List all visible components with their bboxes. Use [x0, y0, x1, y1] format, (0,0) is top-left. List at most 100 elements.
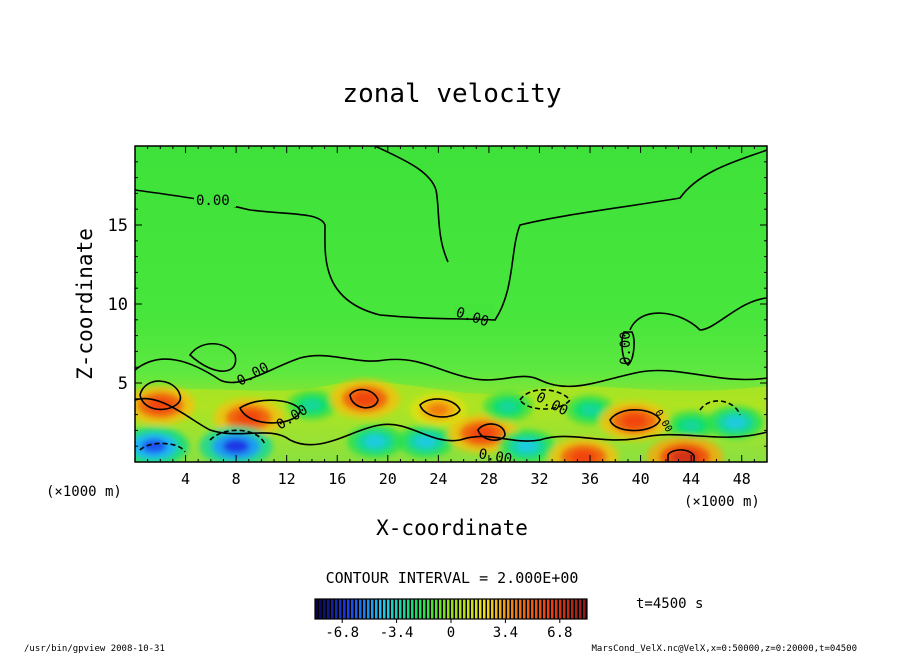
- x-tick-label: 44: [682, 470, 700, 488]
- colorbar-tick-label: 0: [447, 625, 455, 641]
- colorbar-bar: [347, 599, 350, 619]
- colorbar-tick-label: -3.4: [380, 625, 414, 641]
- colorbar-gap: [561, 599, 563, 619]
- colorbar-gap: [493, 599, 495, 619]
- colorbar-bar: [559, 599, 562, 619]
- colorbar-gap: [413, 599, 415, 619]
- contour-neg-2: [209, 429, 266, 446]
- cell-core-7: [428, 403, 449, 416]
- colorbar-bar: [315, 599, 318, 619]
- colorbar-bar: [331, 599, 334, 619]
- colorbar-bar: [475, 599, 478, 619]
- colorbar-gap: [585, 599, 587, 619]
- colorbar-bar: [391, 599, 394, 619]
- colorbar-gap: [325, 599, 327, 619]
- colorbar-gap: [569, 599, 571, 619]
- colorbar-gap: [361, 599, 363, 619]
- colorbar-bar: [371, 599, 374, 619]
- colorbar-bar: [503, 599, 506, 619]
- contour-zero-upper: [135, 149, 767, 321]
- colorbar-gap: [397, 599, 399, 619]
- colorbar-gap: [525, 599, 527, 619]
- time-label: t=4500 s: [636, 596, 703, 612]
- colorbar-bar: [547, 599, 550, 619]
- colorbar-bar: [367, 599, 370, 619]
- colorbar-gap: [473, 599, 475, 619]
- y-axis-ticks: [135, 161, 767, 447]
- colorbar-bar: [395, 599, 398, 619]
- colorbar-gap: [429, 599, 431, 619]
- colorbar-gap: [481, 599, 483, 619]
- colorbar-bar: [319, 599, 322, 619]
- colorbar-gap: [581, 599, 583, 619]
- colorbar-bar: [563, 599, 566, 619]
- contour-label-6: 0.00: [477, 446, 513, 468]
- contour-island-2: [238, 399, 301, 424]
- colorbar-bar: [363, 599, 366, 619]
- colorbar-bar: [555, 599, 558, 619]
- colorbar-gap: [389, 599, 391, 619]
- colorbar-gap: [369, 599, 371, 619]
- colorbar-tick-label: 3.4: [493, 625, 518, 641]
- colorbar-gap: [549, 599, 551, 619]
- contour-zero-right: [629, 297, 767, 331]
- colorbar-ticks: -6.8 -3.4 0 3.4 6.8: [325, 619, 572, 641]
- colorbar-gap: [425, 599, 427, 619]
- colorbar-bar: [499, 599, 502, 619]
- colorbar-bar: [335, 599, 338, 619]
- colorbar-gap: [573, 599, 575, 619]
- colorbar-bar: [379, 599, 382, 619]
- colorbar-gap: [457, 599, 459, 619]
- contour-lower-left: [135, 354, 471, 384]
- colorbar-gap: [357, 599, 359, 619]
- contour-low-1: [135, 397, 767, 446]
- x-tick-label: 8: [232, 470, 241, 488]
- colorbar-bar: [443, 599, 446, 619]
- colorbar-bar: [579, 599, 582, 619]
- x-tick-label: 28: [480, 470, 498, 488]
- cell-core-6: [364, 435, 386, 448]
- colorbar-gap: [497, 599, 499, 619]
- contour-interval: CONTOUR INTERVAL = 2.000E+00: [326, 569, 579, 587]
- colorbar-gap: [385, 599, 387, 619]
- contour-island-5: [477, 423, 506, 441]
- colorbar-bar: [467, 599, 470, 619]
- colorbar-bar: [383, 599, 386, 619]
- x-unit-right: (×1000 m): [684, 494, 760, 510]
- colorbar-gap: [433, 599, 435, 619]
- colorbar-bar: [519, 599, 522, 619]
- x-tick-label: 12: [278, 470, 296, 488]
- colorbar-bar: [471, 599, 474, 619]
- x-axis-label: X-coordinate: [376, 516, 528, 540]
- x-tick-label: 4: [181, 470, 190, 488]
- cell-core-8: [415, 435, 437, 448]
- colorbar-bar: [523, 599, 526, 619]
- colorbar-gap: [501, 599, 503, 619]
- cell-core-9: [469, 426, 496, 441]
- x-axis-ticks: [147, 146, 755, 462]
- colorbar-gap: [393, 599, 395, 619]
- colorbar-bar: [571, 599, 574, 619]
- contour-neg-4: [699, 400, 741, 416]
- colorbar-bar: [539, 599, 542, 619]
- colorbar-gap: [533, 599, 535, 619]
- colorbar: -6.8 -3.4 0 3.4 6.8: [314, 598, 588, 641]
- colorbar-gap: [577, 599, 579, 619]
- cell-core-5: [352, 391, 378, 406]
- x-tick-label: 36: [581, 470, 599, 488]
- contour-island-3: [349, 388, 379, 409]
- x-unit-left: (×1000 m): [46, 484, 122, 500]
- colorbar-gap: [341, 599, 343, 619]
- cell-core-4: [302, 399, 322, 411]
- y-axis-label: Z-coordinate: [73, 228, 97, 380]
- colorbar-gap: [441, 599, 443, 619]
- contour-lower-mid: [469, 369, 767, 388]
- x-tick-label: 32: [530, 470, 548, 488]
- colorbar-bar: [339, 599, 342, 619]
- colorbar-bar: [511, 599, 514, 619]
- colorbar-gap: [437, 599, 439, 619]
- colorbar-gap: [469, 599, 471, 619]
- chart-title: zonal velocity: [342, 79, 561, 109]
- colorbar-gap: [337, 599, 339, 619]
